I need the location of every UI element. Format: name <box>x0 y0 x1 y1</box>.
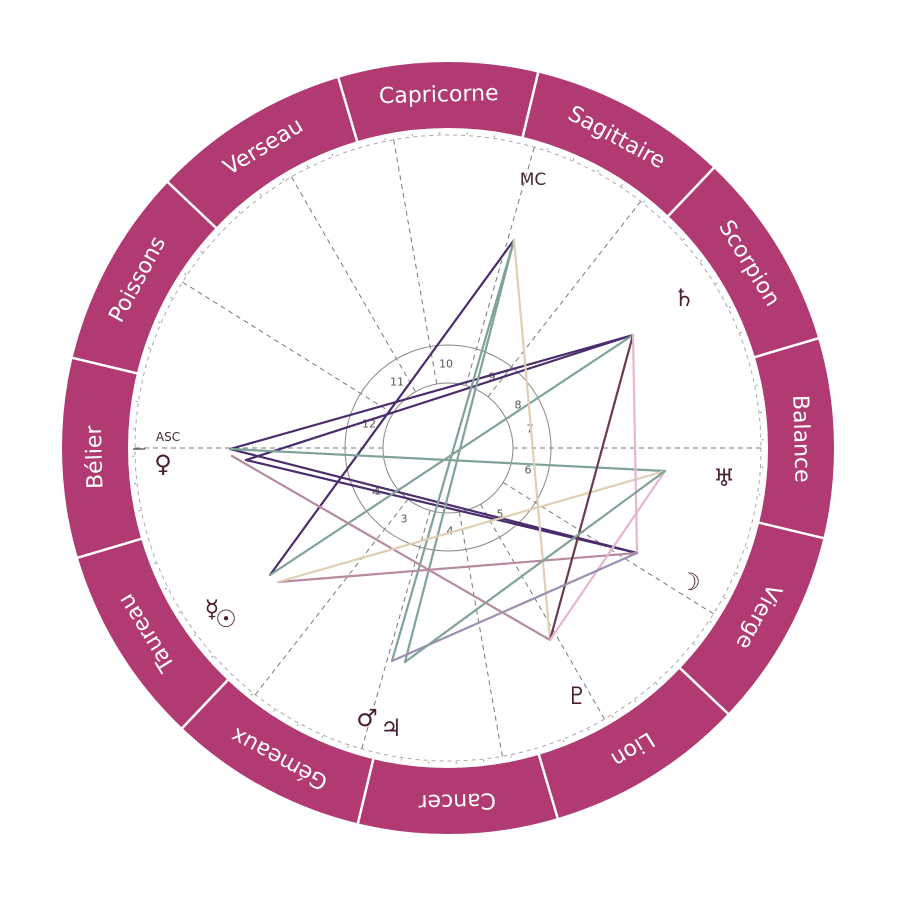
aspect-line <box>244 333 635 462</box>
sign-label: Bélier <box>82 424 109 489</box>
mars-icon: ♂ <box>356 704 378 732</box>
aspect-line <box>548 333 635 642</box>
sign-divider <box>678 666 730 716</box>
house-number-8: 8 <box>515 399 522 412</box>
sign-divider <box>166 180 218 230</box>
house-number-ring <box>344 344 552 552</box>
house-center-circle <box>382 382 514 514</box>
venus-icon: ♀ <box>154 450 172 478</box>
mercury-icon: ☿ <box>205 595 220 623</box>
asc-label: ASC <box>156 430 180 444</box>
mc-label: MC <box>520 170 547 190</box>
sign-label: Balance <box>787 395 814 483</box>
aspect-line <box>268 238 516 577</box>
sign-divider <box>537 753 560 820</box>
house-number-4: 4 <box>447 525 454 538</box>
sign-divider <box>76 537 143 560</box>
sign-divider <box>356 757 375 825</box>
moon-icon: ☽ <box>679 568 701 596</box>
aspect-line <box>631 333 639 555</box>
sign-label: Cancer <box>417 787 496 814</box>
saturn-icon: ♄ <box>673 284 695 312</box>
zodiac-ring-band <box>62 62 834 834</box>
aspect-line <box>268 333 635 577</box>
sign-divider <box>521 71 540 139</box>
aspect-line <box>228 447 639 555</box>
aspect-line <box>390 551 639 663</box>
aspect-line <box>390 238 516 663</box>
aspect-lines <box>228 238 667 664</box>
house-number-6: 6 <box>525 464 532 477</box>
aspect-line <box>276 551 639 584</box>
sign-divider <box>180 678 230 730</box>
aspect-line <box>228 333 635 451</box>
aspect-line <box>512 238 552 642</box>
uranus-icon: ♅ <box>713 464 735 492</box>
sun-icon: ☉ <box>215 605 237 633</box>
aspect-line <box>230 454 552 642</box>
sign-label: Capricorne <box>379 81 499 109</box>
sign-divider <box>757 521 825 540</box>
sign-divider <box>336 76 359 143</box>
aspect-line <box>244 458 639 555</box>
pluto-icon: ♇ <box>566 682 588 710</box>
jupiter-icon: ♃ <box>380 714 402 742</box>
inner-house-circles: 123456789101112 <box>344 344 552 552</box>
house-number-3: 3 <box>401 513 408 526</box>
aspect-line <box>228 447 667 473</box>
chart-labels: ASC MC ♄ ♅ ☽ ♇ ♂ ♃ ☿☉ ♀ <box>133 170 735 742</box>
aspect-line <box>403 469 667 664</box>
house-number-5: 5 <box>497 508 504 521</box>
sign-divider <box>71 356 139 375</box>
house-number-10: 10 <box>439 358 453 371</box>
aspect-line <box>276 469 667 584</box>
house-number-9: 9 <box>489 371 496 384</box>
sign-divider <box>666 166 716 218</box>
house-number-11: 11 <box>390 376 404 389</box>
sign-divider <box>753 336 820 359</box>
aspect-line <box>548 469 667 642</box>
